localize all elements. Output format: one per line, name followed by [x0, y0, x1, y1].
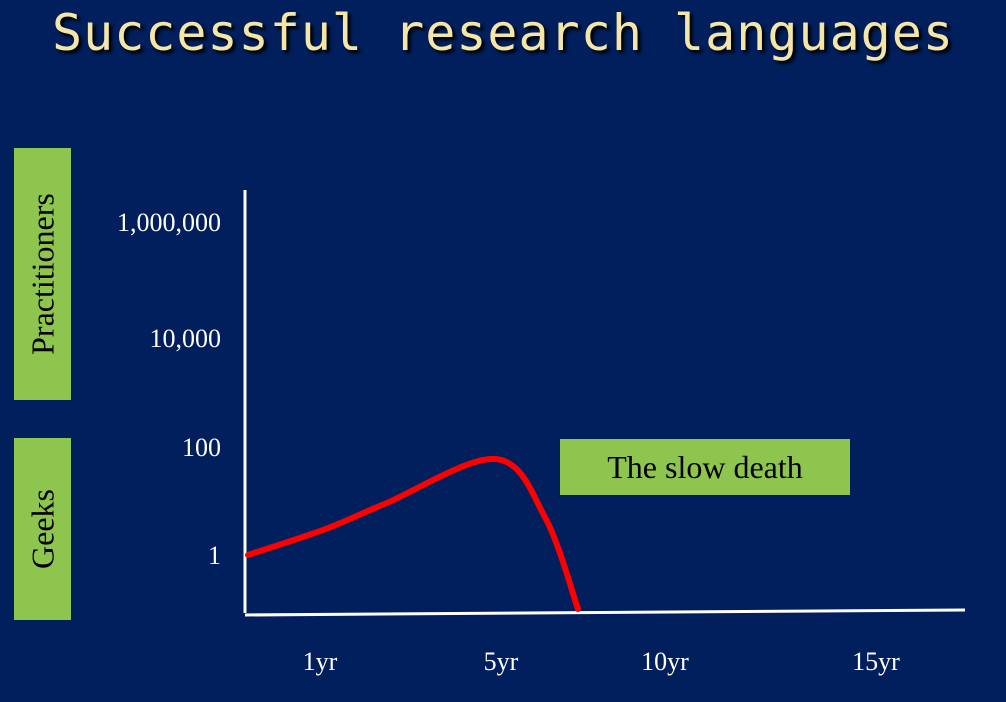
x-tick-label: 15yr — [852, 647, 900, 676]
y-tick-label: 10,000 — [150, 324, 222, 353]
y-tick-label: 1 — [208, 541, 221, 570]
y-axis-label-practitioners: Practitioners — [14, 148, 71, 400]
series-line — [245, 455, 581, 612]
y-tick-label: 1,000,000 — [117, 208, 221, 237]
x-tick-label: 10yr — [641, 647, 689, 676]
annotation-slow-death: The slow death — [560, 439, 850, 495]
x-axis — [244, 608, 966, 617]
x-tick-label: 5yr — [484, 647, 519, 676]
slide-title: Successful research languages — [52, 4, 954, 62]
x-tick-label: 1yr — [303, 647, 338, 676]
y-axis-label-geeks: Geeks — [14, 438, 71, 620]
y-tick-label: 100 — [182, 433, 221, 462]
